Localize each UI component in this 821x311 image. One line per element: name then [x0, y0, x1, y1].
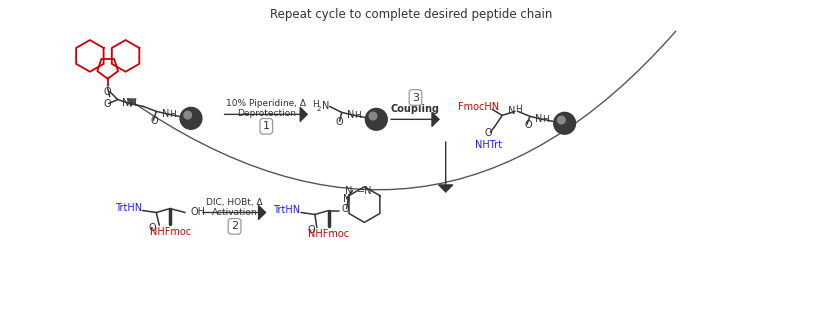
Text: NHTrt: NHTrt [475, 140, 502, 150]
Text: TrtHN: TrtHN [115, 202, 142, 212]
Text: DIC, HOBt, Δ: DIC, HOBt, Δ [206, 198, 263, 207]
Text: NHFmoc: NHFmoc [308, 229, 349, 239]
Text: H: H [129, 99, 136, 108]
Text: N: N [347, 110, 355, 120]
Text: 10% Piperidine, Δ: 10% Piperidine, Δ [227, 99, 306, 108]
FancyArrowPatch shape [128, 31, 676, 190]
Text: TrtHN: TrtHN [273, 205, 300, 215]
Text: O: O [524, 120, 532, 130]
Circle shape [369, 112, 377, 120]
Text: H: H [169, 110, 176, 119]
Text: N: N [322, 101, 329, 111]
Text: H: H [354, 111, 361, 120]
Text: O: O [104, 86, 112, 97]
Text: Activation: Activation [212, 208, 258, 217]
Text: N: N [122, 99, 130, 109]
Text: O: O [104, 100, 112, 109]
Text: NHFmoc: NHFmoc [149, 227, 190, 237]
Text: N: N [345, 186, 352, 196]
Text: N: N [507, 106, 515, 116]
Text: N: N [162, 109, 169, 119]
Text: Repeat cycle to complete desired peptide chain: Repeat cycle to complete desired peptide… [270, 8, 553, 21]
Circle shape [557, 116, 565, 124]
Text: O: O [336, 117, 343, 127]
Text: FmocHN: FmocHN [458, 102, 499, 113]
Circle shape [180, 107, 202, 129]
Text: 2: 2 [231, 221, 238, 231]
Text: O: O [149, 223, 156, 233]
Text: N: N [535, 114, 543, 124]
Text: Deprotection: Deprotection [236, 109, 296, 118]
Circle shape [365, 109, 388, 130]
Text: H: H [515, 105, 521, 114]
Text: H: H [543, 115, 549, 124]
Text: N: N [343, 194, 351, 204]
Circle shape [553, 112, 576, 134]
Text: 3: 3 [412, 93, 419, 103]
Text: O: O [342, 203, 349, 214]
Text: =N: =N [356, 186, 372, 196]
Text: O: O [307, 225, 314, 235]
Text: 2: 2 [317, 106, 321, 112]
Text: O: O [150, 116, 158, 126]
Text: O: O [484, 128, 492, 138]
Text: Coupling: Coupling [391, 104, 440, 114]
Circle shape [184, 111, 191, 119]
Text: OH: OH [191, 207, 206, 217]
Text: 1: 1 [263, 121, 270, 131]
Text: H: H [313, 100, 319, 109]
